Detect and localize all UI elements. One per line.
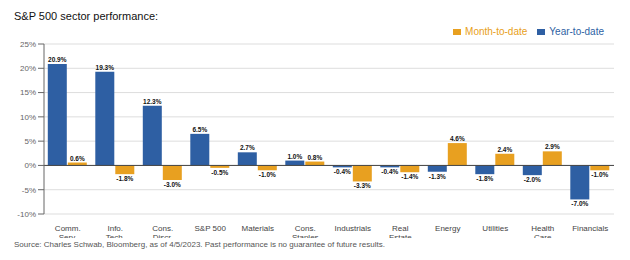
- svg-text:5%: 5%: [24, 137, 36, 146]
- svg-text:Utilities: Utilities: [482, 224, 508, 233]
- svg-text:20%: 20%: [20, 64, 36, 73]
- svg-text:Cons.Staples: Cons.Staples: [292, 224, 319, 238]
- svg-text:20.9%: 20.9%: [48, 56, 67, 63]
- svg-text:-1.0%: -1.0%: [259, 171, 276, 178]
- svg-text:-10%: -10%: [17, 210, 36, 219]
- svg-text:Comm.Serv.: Comm.Serv.: [55, 224, 81, 238]
- svg-text:-0.5%: -0.5%: [211, 169, 228, 176]
- svg-text:-1.8%: -1.8%: [116, 175, 133, 182]
- html-text:Source: Charles Schwab, Bloomb: Source: Charles Schwab, Bloomberg, as of…: [14, 240, 385, 249]
- html-text:Year-to-date: Year-to-date: [549, 26, 604, 37]
- svg-text:0%: 0%: [24, 161, 36, 170]
- svg-text:2.7%: 2.7%: [240, 144, 255, 151]
- svg-text:RealEstate: RealEstate: [389, 224, 412, 238]
- svg-text:25%: 25%: [20, 40, 36, 49]
- svg-text:Financials: Financials: [572, 224, 608, 233]
- svg-text:-3.0%: -3.0%: [164, 181, 181, 188]
- svg-text:Info.Tech.: Info.Tech.: [106, 224, 125, 238]
- svg-text:0.6%: 0.6%: [70, 155, 85, 162]
- svg-text:19.3%: 19.3%: [96, 64, 115, 71]
- svg-text:10%: 10%: [20, 113, 36, 122]
- svg-text:12.3%: 12.3%: [143, 98, 162, 105]
- svg-text:-3.3%: -3.3%: [354, 182, 371, 189]
- svg-text:-5%: -5%: [22, 186, 36, 195]
- svg-text:0.8%: 0.8%: [307, 154, 322, 161]
- svg-text:Cons.Discr.: Cons.Discr.: [152, 224, 173, 238]
- svg-text:-1.8%: -1.8%: [476, 175, 493, 182]
- svg-text:2.4%: 2.4%: [497, 146, 512, 153]
- svg-text:-1.0%: -1.0%: [591, 171, 608, 178]
- svg-text:-0.4%: -0.4%: [381, 168, 398, 175]
- svg-text:-7.0%: -7.0%: [571, 200, 588, 207]
- html-text:S&P 500 sector performance:: S&P 500 sector performance:: [14, 10, 165, 22]
- svg-text:Energy: Energy: [435, 224, 460, 233]
- svg-text:-1.3%: -1.3%: [429, 173, 446, 180]
- svg-text:4.6%: 4.6%: [450, 135, 465, 142]
- svg-text:6.5%: 6.5%: [192, 126, 207, 133]
- svg-text:-0.4%: -0.4%: [334, 168, 351, 175]
- svg-text:-1.4%: -1.4%: [401, 173, 418, 180]
- svg-text:S&P 500: S&P 500: [195, 224, 227, 233]
- svg-text:1.0%: 1.0%: [287, 153, 302, 160]
- svg-text:15%: 15%: [20, 88, 36, 97]
- svg-text:Materials: Materials: [242, 224, 274, 233]
- svg-text:HealthCare: HealthCare: [531, 224, 554, 238]
- html-text:Month-to-date: Month-to-date: [465, 26, 528, 37]
- svg-text:Industrials: Industrials: [335, 224, 371, 233]
- svg-text:-2.0%: -2.0%: [524, 176, 541, 183]
- svg-text:2.9%: 2.9%: [545, 143, 560, 150]
